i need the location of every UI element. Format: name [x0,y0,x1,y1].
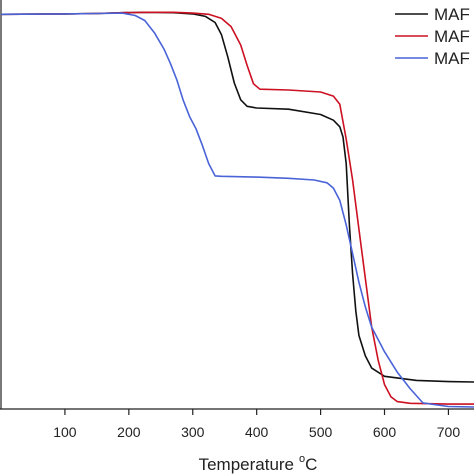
legend-label-3: MAF [434,49,470,68]
x-tick-label: 600 [373,424,397,440]
x-axis-ticks [64,409,450,415]
legend-label-2: MAF [434,27,470,46]
x-tick-label: 300 [181,424,205,440]
series-line-2 [0,11,474,405]
x-axis-tick-labels: 100 200 300 400 500 600 700 [53,424,460,440]
series-line-1 [0,11,474,383]
series-line-3 [0,12,474,408]
x-axis-title-unit: C [305,455,317,474]
legend: MAF MAF MAF [395,5,470,68]
x-axis-title-text: Temperature [199,455,294,474]
x-tick-label: 400 [245,424,269,440]
x-tick-label: 100 [53,424,77,440]
legend-label-1: MAF [434,5,470,24]
x-tick-label: 500 [309,424,333,440]
x-tick-label: 200 [117,424,141,440]
x-axis-title-degree: o [299,453,305,465]
x-tick-label: 700 [437,424,461,440]
x-axis-title: Temperature oC [199,453,318,474]
series-lines [0,11,474,408]
